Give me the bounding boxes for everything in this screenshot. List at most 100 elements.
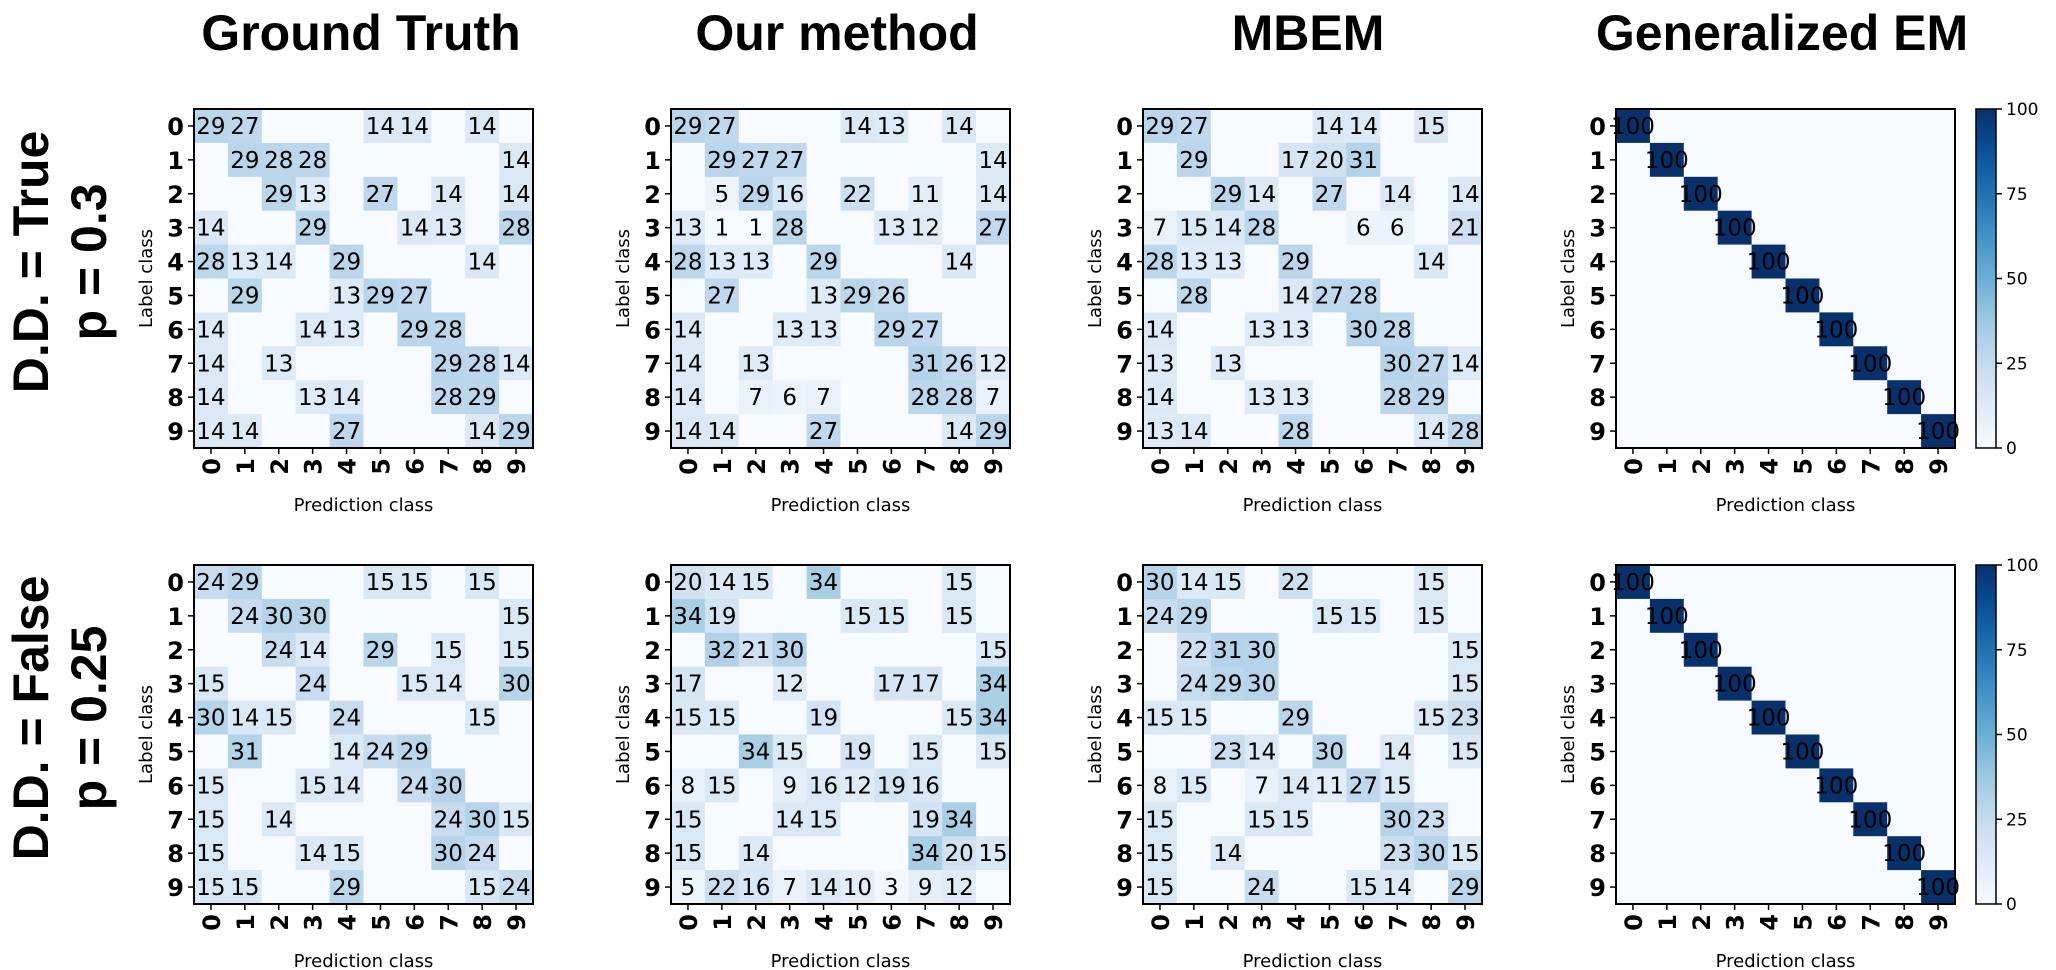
heatmap-cell xyxy=(1683,380,1719,415)
heatmap-cell xyxy=(772,598,808,634)
heatmap-cell xyxy=(1683,700,1719,735)
cell-value-label: 15 xyxy=(501,807,530,833)
heatmap-cell xyxy=(1312,666,1347,702)
heatmap-cell xyxy=(1448,870,1483,905)
cell-value-label: 30 xyxy=(196,706,225,732)
heatmap-cell xyxy=(1649,346,1685,381)
heatmap-cell xyxy=(363,666,398,702)
cell-value-label: 100 xyxy=(1611,114,1655,140)
heatmap-cell xyxy=(772,109,808,144)
heatmap-cell xyxy=(329,176,364,212)
heatmap-cell xyxy=(1448,109,1483,144)
cell-value-label: 28 xyxy=(196,250,225,276)
heatmap-cell xyxy=(1346,768,1381,803)
heatmap-cell xyxy=(227,278,263,313)
cell-value-label: 30 xyxy=(501,672,530,698)
y-tick-label: 6 xyxy=(1116,316,1133,344)
heatmap-cell xyxy=(1380,870,1415,905)
heatmap-cell xyxy=(1616,312,1651,347)
heatmap-cell xyxy=(227,598,263,634)
x-axis-label: Prediction class xyxy=(1716,495,1856,516)
heatmap-cell xyxy=(908,632,943,668)
heatmap-cell xyxy=(1887,870,1922,905)
heatmap-cell xyxy=(465,380,500,415)
heatmap-cell xyxy=(1717,734,1753,769)
cell-value-label: 13 xyxy=(809,283,838,309)
cell-value-label: 6 xyxy=(782,385,797,411)
cell-value-label: 29 xyxy=(741,182,770,208)
heatmap-cell xyxy=(1380,700,1415,735)
cell-value-label: 28 xyxy=(1383,317,1412,343)
heatmap-cell xyxy=(1414,312,1449,347)
heatmap-cell xyxy=(1448,802,1483,837)
cell-value-label: 13 xyxy=(1145,351,1174,377)
cell-value-label: 29 xyxy=(1281,706,1310,732)
heatmap-cell xyxy=(1717,632,1753,668)
heatmap-cell xyxy=(1210,700,1246,735)
cell-value-label: 19 xyxy=(707,604,736,630)
heatmap-cell xyxy=(227,870,263,905)
heatmap-cell xyxy=(363,244,398,279)
heatmap-cell xyxy=(1346,870,1381,905)
heatmap-cell xyxy=(704,734,740,769)
heatmap-cell xyxy=(1346,109,1381,144)
heatmap-cell xyxy=(908,142,943,178)
heatmap-cell xyxy=(295,346,331,381)
heatmap-cell xyxy=(329,210,364,246)
y-tick-label: 2 xyxy=(644,181,661,209)
x-tick-label: 5 xyxy=(844,458,872,475)
heatmap-cell xyxy=(1210,565,1246,600)
cell-value-label: 14 xyxy=(1315,114,1344,140)
heatmap-cell xyxy=(227,565,263,600)
y-tick-label: 9 xyxy=(1589,874,1606,902)
heatmap-cell xyxy=(363,870,398,905)
cell-value-label: 28 xyxy=(468,351,497,377)
cell-value-label: 29 xyxy=(230,148,259,174)
heatmap-cell xyxy=(1921,312,1956,347)
y-tick-label: 6 xyxy=(644,772,661,800)
heatmap-cell xyxy=(499,565,534,600)
cell-value-label: 15 xyxy=(1213,570,1242,596)
heatmap-cell xyxy=(1176,666,1212,702)
y-tick-label: 3 xyxy=(1589,215,1606,243)
heatmap-cell xyxy=(1751,836,1786,871)
heatmap-cell xyxy=(1414,632,1449,668)
heatmap-cell xyxy=(1616,870,1651,905)
heatmap-cell xyxy=(874,176,909,212)
heatmap-cell xyxy=(1649,802,1685,837)
heatmap-cell xyxy=(840,109,875,144)
heatmap-cell xyxy=(1380,666,1415,702)
heatmap-cell xyxy=(1244,210,1280,246)
heatmap-cell xyxy=(194,598,229,634)
heatmap-cell xyxy=(908,598,943,634)
heatmap-cell xyxy=(1819,380,1854,415)
x-tick-label: 5 xyxy=(1316,458,1344,475)
cell-value-label: 15 xyxy=(673,706,702,732)
y-tick-label: 4 xyxy=(1589,705,1606,733)
heatmap-cell xyxy=(704,802,740,837)
x-tick-label: 8 xyxy=(1418,914,1446,931)
cell-value-label: 100 xyxy=(1848,351,1892,377)
cell-value-label: 24 xyxy=(434,807,463,833)
heatmap-cell xyxy=(1210,414,1246,449)
heatmap-cell xyxy=(1312,734,1347,769)
heatmap-cell xyxy=(1853,142,1888,178)
y-tick-label: 2 xyxy=(167,637,184,665)
cell-value-label: 30 xyxy=(468,807,497,833)
cell-value-label: 7 xyxy=(748,385,763,411)
heatmap-r1-c3: 1001001001001001001001001001000123456789… xyxy=(1558,564,1960,970)
cell-value-label: 31 xyxy=(1349,148,1378,174)
y-tick-label: 7 xyxy=(1116,350,1133,378)
y-tick-label: 3 xyxy=(644,671,661,699)
heatmap-cell xyxy=(431,870,466,905)
y-tick-label: 5 xyxy=(644,282,661,310)
heatmap-frame xyxy=(1142,564,1483,905)
heatmap-cell xyxy=(908,414,943,449)
cell-value-label: 28 xyxy=(434,317,463,343)
heatmap-cell xyxy=(908,768,943,803)
heatmap-cell xyxy=(363,312,398,347)
cell-value-label: 31 xyxy=(1213,638,1242,664)
y-tick-label: 7 xyxy=(1116,806,1133,834)
heatmap-cell xyxy=(1346,176,1381,212)
y-tick-label: 8 xyxy=(1116,384,1133,412)
